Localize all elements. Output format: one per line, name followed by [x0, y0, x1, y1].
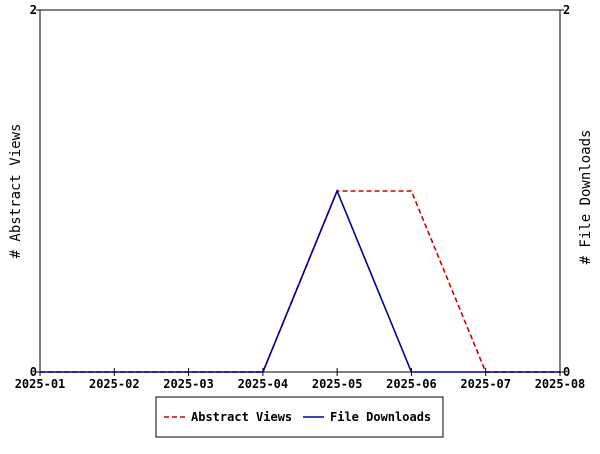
right-y-axis-title: # File Downloads [578, 130, 594, 265]
legend-label-abstract-views: Abstract Views [191, 410, 292, 424]
x-tick-label-2025-07: 2025-07 [460, 377, 511, 391]
x-tick-label-2025-04: 2025-04 [238, 377, 289, 391]
x-tick-label-2025-02: 2025-02 [89, 377, 140, 391]
left-y-tick-label-0: 0 [30, 365, 37, 379]
left-y-axis-title: # Abstract Views [8, 124, 24, 259]
legend-box [155, 396, 444, 438]
x-tick-label-2025-08: 2025-08 [535, 377, 586, 391]
right-y-tick-label-2: 2 [563, 3, 570, 17]
x-tick-label-2025-01: 2025-01 [15, 377, 66, 391]
x-tick-label-2025-03: 2025-03 [163, 377, 214, 391]
x-axis: 2025-01 2025-02 2025-03 2025-04 2025-05 2025-… [15, 368, 586, 391]
plot-area [39, 9, 561, 373]
right-y-tick-label-0: 0 [563, 365, 570, 379]
x-tick-label-2025-06: 2025-06 [386, 377, 437, 391]
legend: Abstract Views File Downloads [155, 396, 444, 438]
legend-label-file-downloads: File Downloads [330, 410, 431, 424]
left-y-tick-label-2: 2 [30, 3, 37, 17]
series-line-file-downloads [40, 188, 560, 373]
x-tick-label-2025-05: 2025-05 [312, 377, 363, 391]
series-layer [40, 188, 560, 373]
